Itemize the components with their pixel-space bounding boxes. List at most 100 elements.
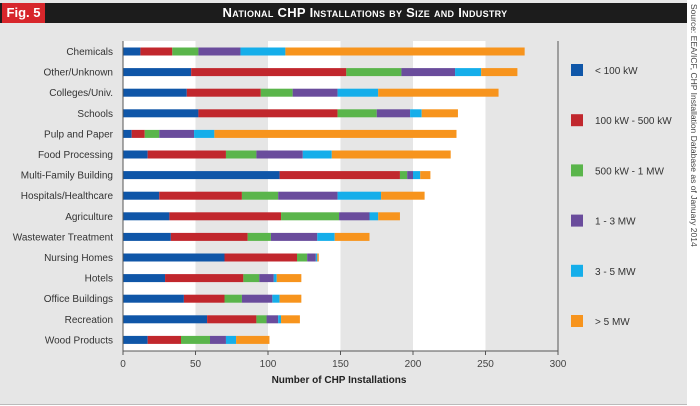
bar-segment <box>276 274 302 283</box>
bar-segment <box>123 315 208 324</box>
bar-segment <box>123 335 148 344</box>
bar-segment <box>481 68 518 77</box>
bar-segment <box>337 109 377 118</box>
bar-segment <box>207 315 257 324</box>
category-label: Multi-Family Building <box>21 171 113 182</box>
bar-segment <box>181 335 210 344</box>
x-tick-label: 150 <box>332 359 349 370</box>
bar-segment <box>241 294 273 303</box>
bar-segment <box>337 88 379 97</box>
figure-label: Fig. 5 <box>2 3 45 23</box>
bar-segment <box>315 253 318 262</box>
bar-segment <box>278 315 282 324</box>
bar-segment <box>147 335 181 344</box>
bar-segment <box>159 129 195 138</box>
bar-segment <box>123 47 141 56</box>
bar-segment <box>317 232 335 241</box>
bar-segment <box>302 150 332 159</box>
bar-segment <box>278 191 338 200</box>
category-label: Nursing Homes <box>44 253 113 264</box>
bar-segment <box>307 253 316 262</box>
bar-segment <box>420 171 431 180</box>
bar-segment <box>169 212 282 221</box>
bar-segment <box>123 150 148 159</box>
category-label: Wastewater Treatment <box>13 232 113 243</box>
bar-segment <box>376 109 411 118</box>
bar-segment <box>281 315 300 324</box>
bar-segment <box>123 274 166 283</box>
bar-segment <box>346 68 402 77</box>
category-label: Other/Unknown <box>44 68 113 79</box>
bar-segment <box>123 191 160 200</box>
bar-segment <box>198 47 241 56</box>
bar-segment <box>259 274 274 283</box>
bar-segment <box>140 47 173 56</box>
bar-segment <box>123 88 187 97</box>
bar-segment <box>256 150 303 159</box>
bar-segment <box>337 191 382 200</box>
legend-label: > 5 MW <box>595 317 630 328</box>
bar-segment <box>339 212 370 221</box>
bar-segment <box>172 47 199 56</box>
bar-segment <box>399 171 408 180</box>
x-tick-label: 200 <box>405 359 422 370</box>
legend-label: 100 kW - 500 kW <box>595 116 672 127</box>
x-tick-label: 300 <box>550 359 567 370</box>
legend-swatch <box>571 264 583 277</box>
legend-swatch <box>571 164 583 177</box>
bar-segment <box>410 109 422 118</box>
bar-segment <box>243 274 260 283</box>
category-label: Wood Products <box>45 335 113 346</box>
bar-segment <box>260 88 293 97</box>
bar-segment <box>123 212 170 221</box>
bar-segment <box>191 68 347 77</box>
bar-segment <box>123 109 199 118</box>
bar-segment <box>381 191 425 200</box>
bar-segment <box>123 68 192 77</box>
bar-segment <box>334 232 370 241</box>
bar-segment <box>159 191 242 200</box>
legend-label: 1 - 3 MW <box>595 217 636 228</box>
bar-segment <box>285 47 525 56</box>
bar-segment <box>378 212 400 221</box>
legend-swatch <box>571 114 583 127</box>
bar-segment <box>198 109 338 118</box>
bar-segment <box>123 129 132 138</box>
bar-segment <box>331 150 451 159</box>
legend-swatch <box>571 315 583 327</box>
x-tick-label: 0 <box>120 359 126 370</box>
bar-segment <box>165 274 244 283</box>
bar-segment <box>273 274 277 283</box>
bar-segment <box>407 171 413 180</box>
legend-label: 3 - 5 MW <box>595 267 636 278</box>
legend-swatch <box>571 214 583 227</box>
bar-segment <box>266 315 279 324</box>
bar-segment <box>225 335 237 344</box>
bar-segment <box>401 68 456 77</box>
x-tick-label: 100 <box>260 359 277 370</box>
legend-swatch <box>571 64 583 76</box>
category-label: Office Buildings <box>44 294 113 305</box>
bar-segment <box>224 253 297 262</box>
bar-segment <box>186 88 261 97</box>
bar-segment <box>144 129 160 138</box>
bar-segment <box>241 191 279 200</box>
bar-segment <box>270 232 318 241</box>
bar-segment <box>123 294 184 303</box>
bar-segment <box>378 88 499 97</box>
bar-segment <box>147 150 226 159</box>
bar-segment <box>279 171 400 180</box>
x-tick-label: 50 <box>190 359 202 370</box>
bar-segment <box>183 294 225 303</box>
bar-segment <box>123 171 280 180</box>
bar-segment <box>281 212 340 221</box>
bar-segment <box>210 335 226 344</box>
category-label: Recreation <box>65 315 113 326</box>
header-bar <box>0 3 687 23</box>
category-label: Food Processing <box>38 150 113 161</box>
category-label: Hotels <box>85 274 113 285</box>
category-label: Pulp and Paper <box>44 129 114 140</box>
bar-segment <box>369 212 379 221</box>
bar-segment <box>317 253 319 262</box>
